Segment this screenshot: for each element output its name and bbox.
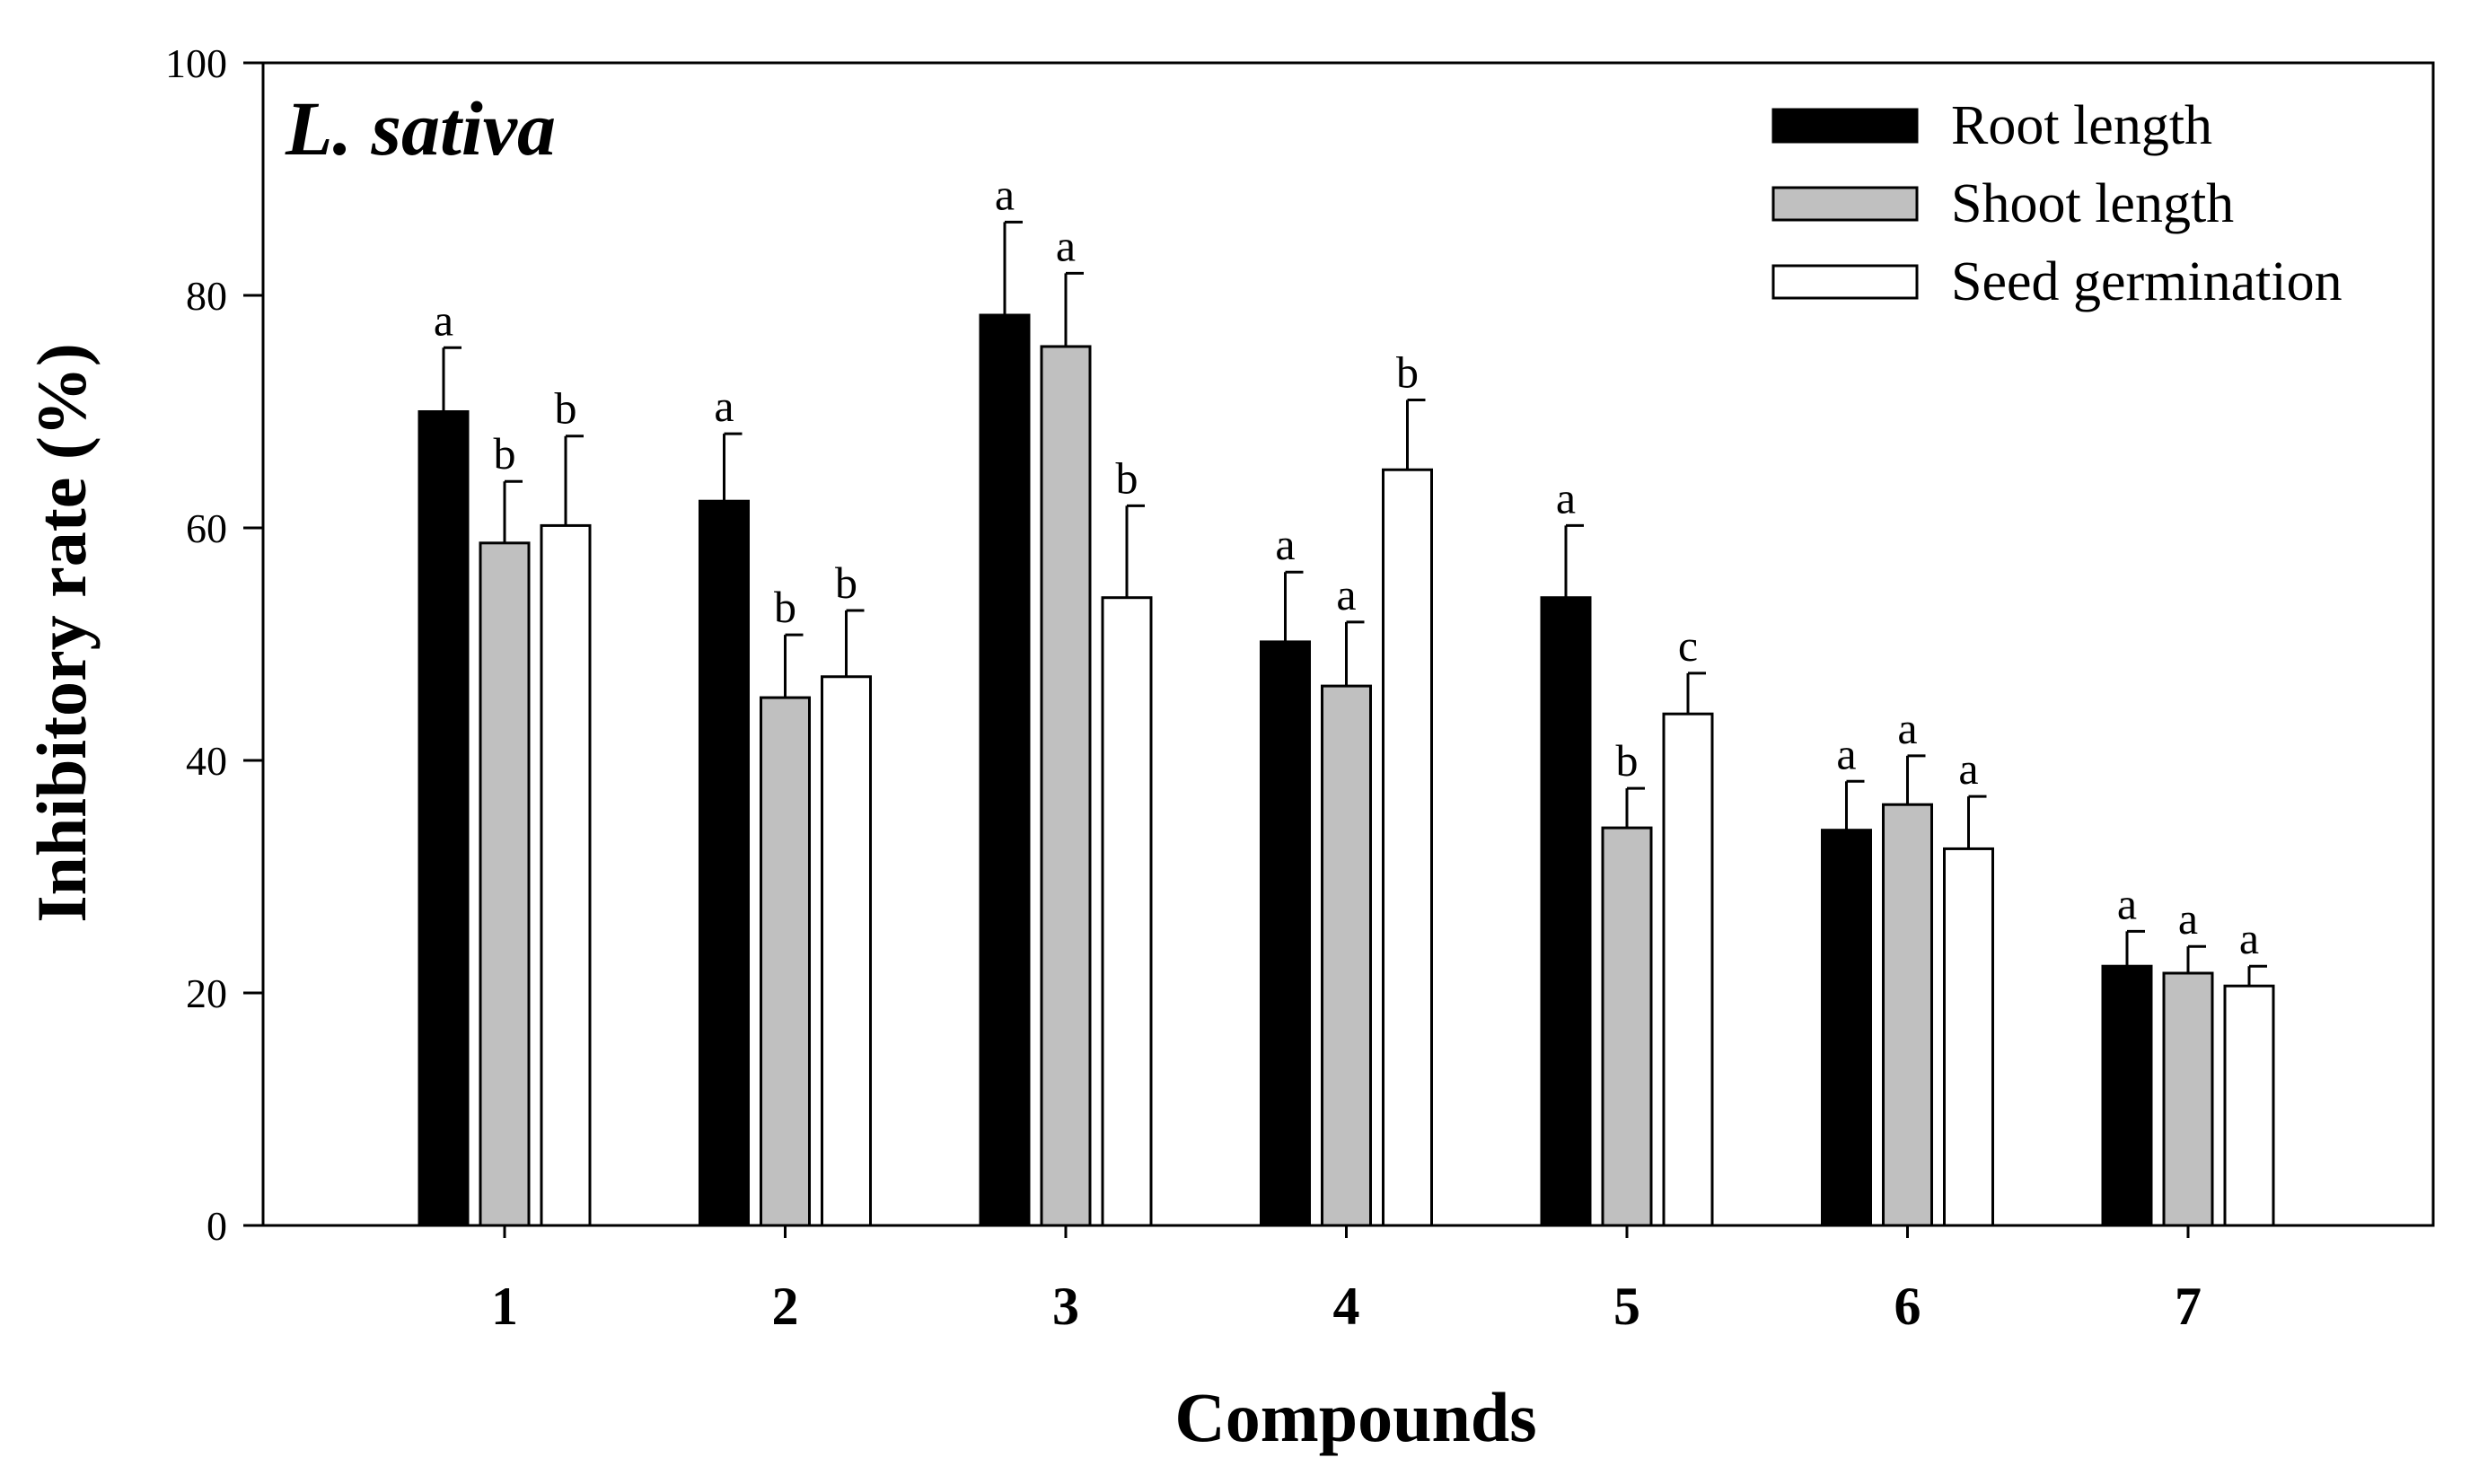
bar bbox=[1943, 847, 1994, 1227]
bar bbox=[1601, 826, 1653, 1227]
bar bbox=[979, 313, 1031, 1227]
significance-letter: c bbox=[1678, 620, 1698, 671]
y-tick-label: 80 bbox=[186, 273, 227, 319]
bar bbox=[1321, 684, 1372, 1227]
legend-swatch bbox=[1771, 186, 1919, 222]
significance-letter: b bbox=[1616, 735, 1639, 786]
y-tick-label: 60 bbox=[186, 505, 227, 551]
bar bbox=[2162, 971, 2214, 1227]
significance-letter: a bbox=[1056, 220, 1076, 270]
significance-letter: b bbox=[555, 383, 577, 434]
x-tick-label: 4 bbox=[1333, 1277, 1360, 1336]
legend-label: Root length bbox=[1951, 95, 2212, 156]
legend-swatch bbox=[1771, 108, 1919, 144]
significance-letter: a bbox=[1336, 569, 1356, 619]
significance-letter: a bbox=[2239, 913, 2259, 963]
legend-label: Shoot length bbox=[1951, 173, 2234, 234]
legend: Root length Shoot length Seed germination bbox=[1771, 95, 2343, 312]
bar bbox=[1101, 596, 1153, 1227]
significance-letter: a bbox=[1958, 743, 1978, 794]
bar bbox=[760, 696, 811, 1227]
bar bbox=[699, 499, 750, 1227]
significance-letter: a bbox=[434, 294, 453, 345]
x-tick-label: 6 bbox=[1894, 1277, 1921, 1336]
y-tick-label: 20 bbox=[186, 970, 227, 1016]
bar bbox=[1382, 468, 1433, 1227]
x-tick-label: 1 bbox=[491, 1277, 518, 1336]
bar bbox=[540, 523, 592, 1227]
bar bbox=[1040, 345, 1092, 1227]
x-tick-label: 5 bbox=[1613, 1277, 1640, 1336]
bar bbox=[2223, 984, 2275, 1227]
significance-letter: a bbox=[1897, 703, 1917, 753]
significance-letter: b bbox=[1116, 452, 1138, 503]
significance-letter: a bbox=[1556, 472, 1576, 522]
bar bbox=[479, 541, 531, 1227]
bar bbox=[1882, 803, 1933, 1227]
chart-title: L. sativa bbox=[285, 85, 556, 171]
bar bbox=[1540, 596, 1592, 1227]
bar bbox=[1260, 640, 1311, 1227]
y-tick-label: 0 bbox=[207, 1203, 227, 1249]
significance-letter: a bbox=[2178, 893, 2198, 944]
significance-letter: b bbox=[835, 558, 857, 608]
y-tick-label: 40 bbox=[186, 738, 227, 784]
x-tick-label: 3 bbox=[1052, 1277, 1079, 1336]
significance-letter: a bbox=[1275, 519, 1295, 569]
legend-label: Seed germination bbox=[1951, 251, 2343, 312]
x-axis-title: Compounds bbox=[1174, 1378, 1536, 1456]
significance-letter: a bbox=[995, 169, 1015, 219]
significance-letter: a bbox=[2117, 878, 2137, 928]
significance-letter: b bbox=[1396, 347, 1419, 398]
bar bbox=[418, 410, 470, 1227]
bar bbox=[1821, 829, 1872, 1227]
bar bbox=[821, 675, 872, 1227]
y-axis-title: Inhibitory rate (%) bbox=[22, 343, 101, 923]
significance-letter: a bbox=[1836, 728, 1856, 778]
significance-letter: b bbox=[774, 582, 796, 632]
legend-swatch bbox=[1771, 264, 1919, 300]
x-tick-label: 2 bbox=[772, 1277, 799, 1336]
bar bbox=[1662, 712, 1714, 1227]
significance-letter: b bbox=[494, 428, 516, 479]
significance-letter: a bbox=[714, 381, 734, 431]
y-tick-label: 100 bbox=[165, 40, 227, 86]
bar bbox=[2101, 964, 2153, 1227]
x-tick-label: 7 bbox=[2175, 1277, 2202, 1336]
